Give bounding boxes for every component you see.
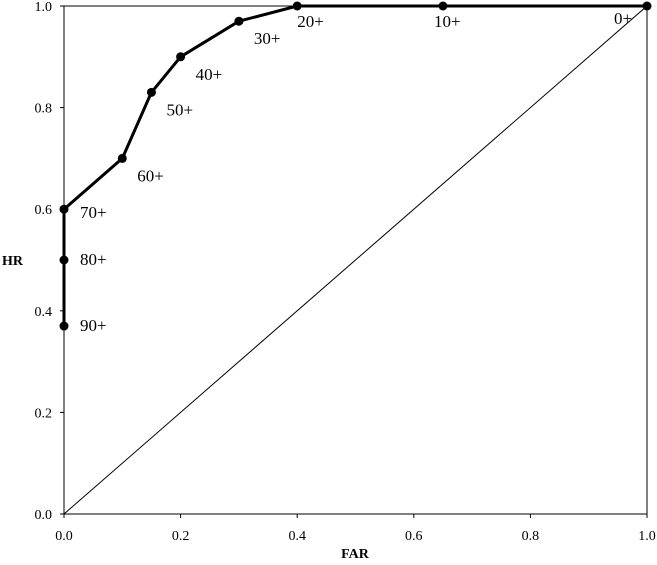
y-tick-label: 1.0 [35,0,53,15]
x-tick-label: 0.8 [522,529,540,544]
point-label: 90+ [80,316,107,335]
point-label: 70+ [80,203,107,222]
roc-point [59,255,69,265]
point-label: 40+ [196,65,223,84]
x-tick-label: 0.2 [172,529,190,544]
x-tick-label: 1.0 [638,529,656,544]
roc-point [438,1,448,11]
y-tick-label: 0.0 [35,508,53,523]
roc-point [292,1,302,11]
roc-points [59,1,652,331]
reference-diagonal [63,5,648,515]
x-tick-label: 0.6 [405,529,423,544]
axis-ticks: 0.0 0.2 0.4 0.6 0.8 1.0 0.0 0.2 0.4 0.6 0.8 1.0 [35,0,656,544]
point-label: 50+ [166,100,193,119]
point-label: 60+ [137,166,164,185]
y-tick-label: 0.8 [35,102,53,117]
y-tick-label: 0.4 [35,305,53,320]
roc-point [146,87,156,97]
point-label: 0+ [614,9,632,28]
point-labels: 90+ 80+ 70+ 60+ 50+40+ 30+ 20+ 10+ 0+ [80,9,632,335]
point-label: 30+ [254,29,281,48]
roc-point [176,52,186,62]
roc-point [59,204,69,214]
x-tick-label: 0.4 [288,529,306,544]
roc-curve-line [62,4,647,326]
y-tick-label: 0.2 [35,406,53,421]
y-tick-label: 0.6 [35,203,53,218]
x-tick-label: 0.0 [55,529,73,544]
chance-diagonal-line [63,5,648,515]
point-label: 80+ [80,250,107,269]
roc-point [642,1,652,11]
roc-series [62,4,647,326]
point-label: 20+ [297,12,324,31]
y-axis-title: HR [2,254,24,269]
point-label: 10+ [434,12,461,31]
roc-point [234,16,244,26]
roc-point [117,153,127,163]
roc-point [59,321,69,331]
x-axis-title: FAR [341,547,370,562]
